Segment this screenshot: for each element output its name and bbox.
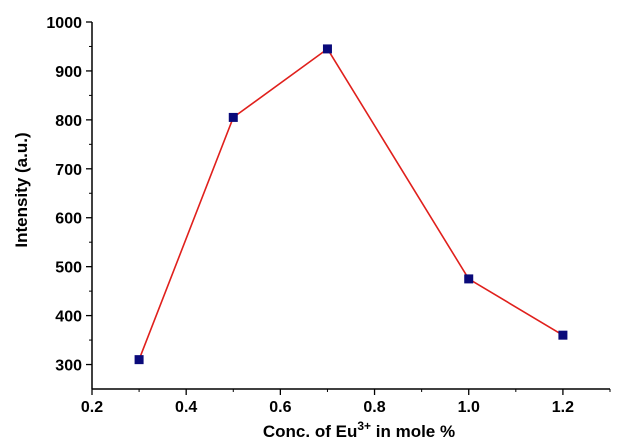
x-tick-label: 0.2 [81, 399, 103, 416]
data-point-marker [558, 330, 568, 340]
x-tick-label: 0.8 [363, 399, 385, 416]
x-axis-title-prefix: Conc. of Eu [263, 422, 357, 441]
y-tick-label: 1000 [46, 15, 82, 32]
axes-group [91, 22, 610, 390]
data-point-marker [228, 112, 238, 122]
y-tick-label: 400 [55, 309, 82, 326]
data-point-marker [322, 44, 332, 54]
x-tick-label: 1.2 [552, 399, 574, 416]
y-axis-title: Intensity (a.u.) [12, 132, 31, 247]
data-point-marker [464, 274, 474, 284]
y-tick-label: 700 [55, 162, 82, 179]
series-line [138, 47, 564, 360]
y-tick-label: 300 [55, 358, 82, 375]
x-tick-label: 0.4 [175, 399, 197, 416]
y-tick-label: 900 [55, 64, 82, 81]
ticks-group: 300 400 500 600 700 800 900 1000 0.2 0.4 0.6 0.8 1.0… [46, 15, 611, 416]
x-tick-label: 0.6 [269, 399, 291, 416]
x-axis-title-superscript: 3+ [357, 419, 371, 433]
x-axis-title-suffix: in mole % [371, 422, 455, 441]
series-group [134, 44, 568, 365]
data-point-marker [134, 355, 144, 365]
y-tick-label: 600 [55, 211, 82, 228]
y-tick-label: 800 [55, 113, 82, 130]
y-tick-label: 500 [55, 260, 82, 277]
x-axis-title: Conc. of Eu3+ in mole % [263, 419, 455, 441]
x-tick-label: 1.0 [458, 399, 480, 416]
